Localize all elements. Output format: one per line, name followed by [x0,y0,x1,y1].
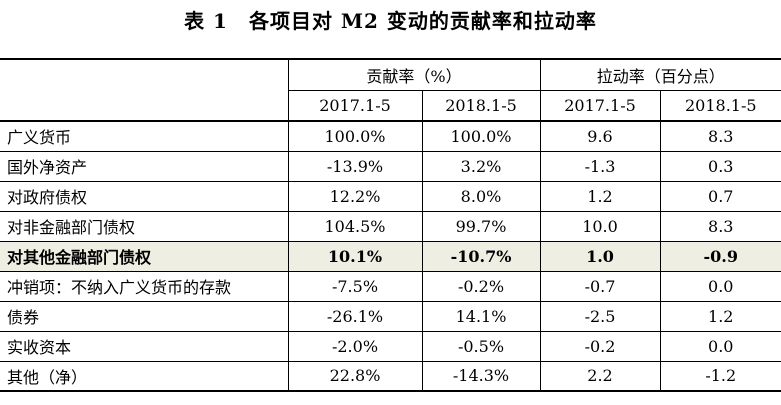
cell-value: 100.0% [287,121,422,152]
cell-value: 8.3 [659,211,781,242]
cell-value: 8.3 [659,121,781,152]
cell-value: 0.3 [659,151,781,182]
cell-value: -0.7 [539,271,660,302]
table-row: 广义货币 100.0% 100.0% 9.6 8.3 [0,121,781,152]
cell-value: -2.0% [287,331,422,362]
table-row: 其他（净） 22.8% -14.3% 2.2 -1.2 [0,361,781,392]
group-header-row: 贡献率（%） 拉动率（百分点） [0,59,781,122]
cell-value: 0.0 [659,271,781,302]
cell-value: 10.0 [539,211,660,242]
row-label: 对其他金融部门债权 [0,241,288,272]
row-label: 其他（净） [0,361,288,392]
cell-value: 8.0% [421,181,540,212]
cell-value: 0.0 [659,331,781,362]
table-row: 债券 -26.1% 14.1% -2.5 1.2 [0,301,781,332]
cell-value: 1.2 [659,301,781,332]
cell-value: 14.1% [421,301,540,332]
cell-value: 22.8% [287,361,422,392]
cell-value: -0.2 [539,331,660,362]
sub-header-pull-2018: 2018.1-5 [659,90,781,122]
row-label: 国外净资产 [0,151,288,182]
cell-value: -10.7% [421,241,540,272]
cell-value: -1.3 [539,151,660,182]
cell-value: 2.2 [539,361,660,392]
sub-header-pull-2017: 2017.1-5 [539,90,660,122]
cell-value: -1.2 [659,361,781,392]
cell-value: 9.6 [539,121,660,152]
cell-value: -0.5% [421,331,540,362]
table-row: 实收资本 -2.0% -0.5% -0.2 0.0 [0,331,781,362]
group-header-contribution: 贡献率（%） [287,59,540,91]
row-label: 对政府债权 [0,181,288,212]
cell-value: 0.7 [659,181,781,212]
cell-value: 100.0% [421,121,540,152]
cell-value: -26.1% [287,301,422,332]
cell-value: 104.5% [287,211,422,242]
table-row: 冲销项：不纳入广义货币的存款 -7.5% -0.2% -0.7 0.0 [0,271,781,302]
row-label: 实收资本 [0,331,288,362]
cell-value: 99.7% [421,211,540,242]
cell-value: -14.3% [421,361,540,392]
cell-value: -0.9 [659,241,781,272]
sub-header-contribution-2017: 2017.1-5 [287,90,422,122]
group-header-pull: 拉动率（百分点） [539,59,781,91]
table-row: 对政府债权 12.2% 8.0% 1.2 0.7 [0,181,781,212]
table-title: 表 1 各项目对 M2 变动的贡献率和拉动率 [184,9,597,33]
table-row: 对非金融部门债权 104.5% 99.7% 10.0 8.3 [0,211,781,242]
table-row: 国外净资产 -13.9% 3.2% -1.3 0.3 [0,151,781,182]
sub-header-contribution-2018: 2018.1-5 [421,90,540,122]
cell-value: -7.5% [287,271,422,302]
row-label: 对非金融部门债权 [0,211,288,242]
cell-value: 3.2% [421,151,540,182]
row-label: 冲销项：不纳入广义货币的存款 [0,271,288,302]
cell-value: -13.9% [287,151,422,182]
cell-value: 1.2 [539,181,660,212]
m2-contribution-table: 贡献率（%） 拉动率（百分点） 2017.1-5 2018.1-5 2017.1… [0,58,781,392]
cell-value: -0.2% [421,271,540,302]
sub-header-row: 2017.1-5 2018.1-5 2017.1-5 2018.1-5 [0,90,781,122]
row-label: 债券 [0,301,288,332]
cell-value: 12.2% [287,181,422,212]
cell-value: -2.5 [539,301,660,332]
corner-cell [0,59,288,122]
row-label: 广义货币 [0,121,288,152]
cell-value: 1.0 [539,241,660,272]
table-row-highlighted: 对其他金融部门债权 10.1% -10.7% 1.0 -0.9 [0,241,781,272]
cell-value: 10.1% [287,241,422,272]
